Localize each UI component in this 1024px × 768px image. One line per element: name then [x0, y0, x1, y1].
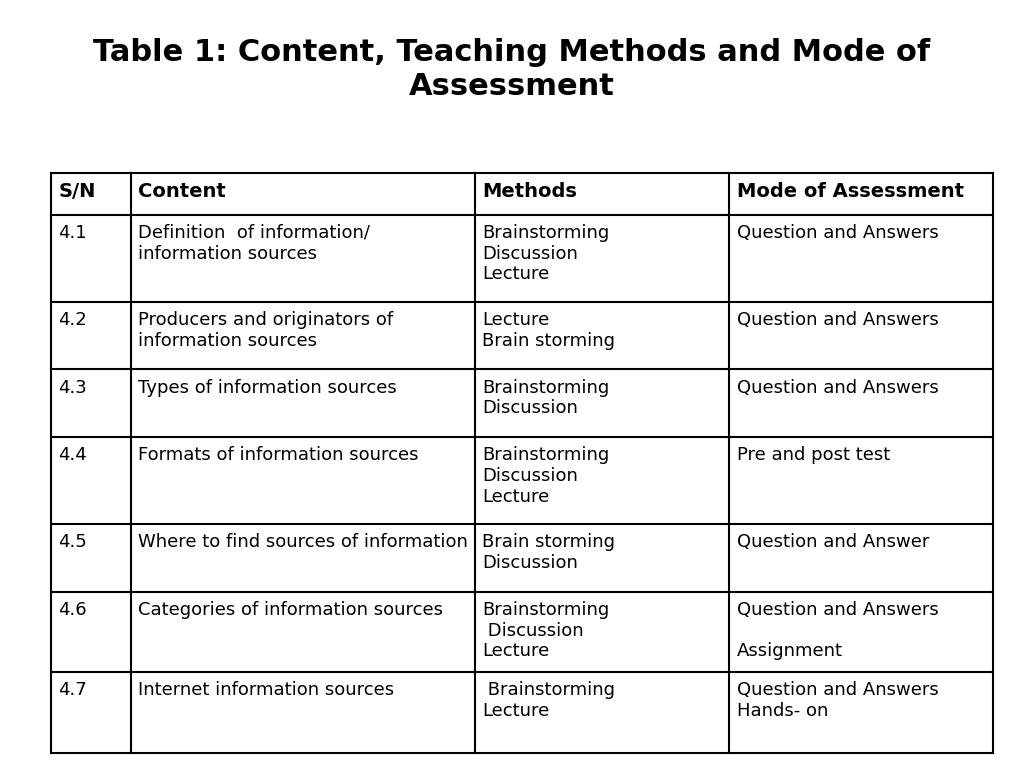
Text: Where to find sources of information: Where to find sources of information — [138, 533, 468, 551]
Text: Brainstorming
Discussion
Lecture: Brainstorming Discussion Lecture — [482, 446, 609, 506]
Text: Question and Answer: Question and Answer — [736, 533, 929, 551]
Text: Content: Content — [138, 182, 226, 201]
Text: 4.7: 4.7 — [58, 681, 87, 700]
Text: 4.4: 4.4 — [58, 446, 87, 464]
Text: Internet information sources: Internet information sources — [138, 681, 394, 700]
Text: Brainstorming
Lecture: Brainstorming Lecture — [482, 681, 615, 720]
Text: Question and Answers: Question and Answers — [736, 379, 938, 396]
Text: Brainstorming
 Discussion
Lecture: Brainstorming Discussion Lecture — [482, 601, 609, 660]
Text: Definition  of information/
information sources: Definition of information/ information s… — [138, 224, 371, 263]
Text: Table 1: Content, Teaching Methods and Mode of
Assessment: Table 1: Content, Teaching Methods and M… — [93, 38, 931, 101]
Text: Methods: Methods — [482, 182, 578, 201]
Text: Brainstorming
Discussion: Brainstorming Discussion — [482, 379, 609, 417]
Text: Mode of Assessment: Mode of Assessment — [736, 182, 964, 201]
Text: Brainstorming
Discussion
Lecture: Brainstorming Discussion Lecture — [482, 224, 609, 283]
Text: Question and Answers: Question and Answers — [736, 224, 938, 242]
Text: Types of information sources: Types of information sources — [138, 379, 397, 396]
Text: 4.3: 4.3 — [58, 379, 87, 396]
Text: 4.6: 4.6 — [58, 601, 87, 619]
Text: 4.2: 4.2 — [58, 311, 87, 329]
Text: 4.5: 4.5 — [58, 533, 87, 551]
Text: Lecture
Brain storming: Lecture Brain storming — [482, 311, 615, 349]
Text: Formats of information sources: Formats of information sources — [138, 446, 419, 464]
Text: Producers and originators of
information sources: Producers and originators of information… — [138, 311, 393, 349]
Text: Brain storming
Discussion: Brain storming Discussion — [482, 533, 615, 572]
Text: Question and Answers
Hands- on: Question and Answers Hands- on — [736, 681, 938, 720]
Text: S/N: S/N — [58, 182, 95, 201]
Text: Pre and post test: Pre and post test — [736, 446, 890, 464]
Text: Question and Answers: Question and Answers — [736, 311, 938, 329]
Text: Question and Answers

Assignment: Question and Answers Assignment — [736, 601, 938, 660]
Text: 4.1: 4.1 — [58, 224, 87, 242]
Text: Categories of information sources: Categories of information sources — [138, 601, 443, 619]
